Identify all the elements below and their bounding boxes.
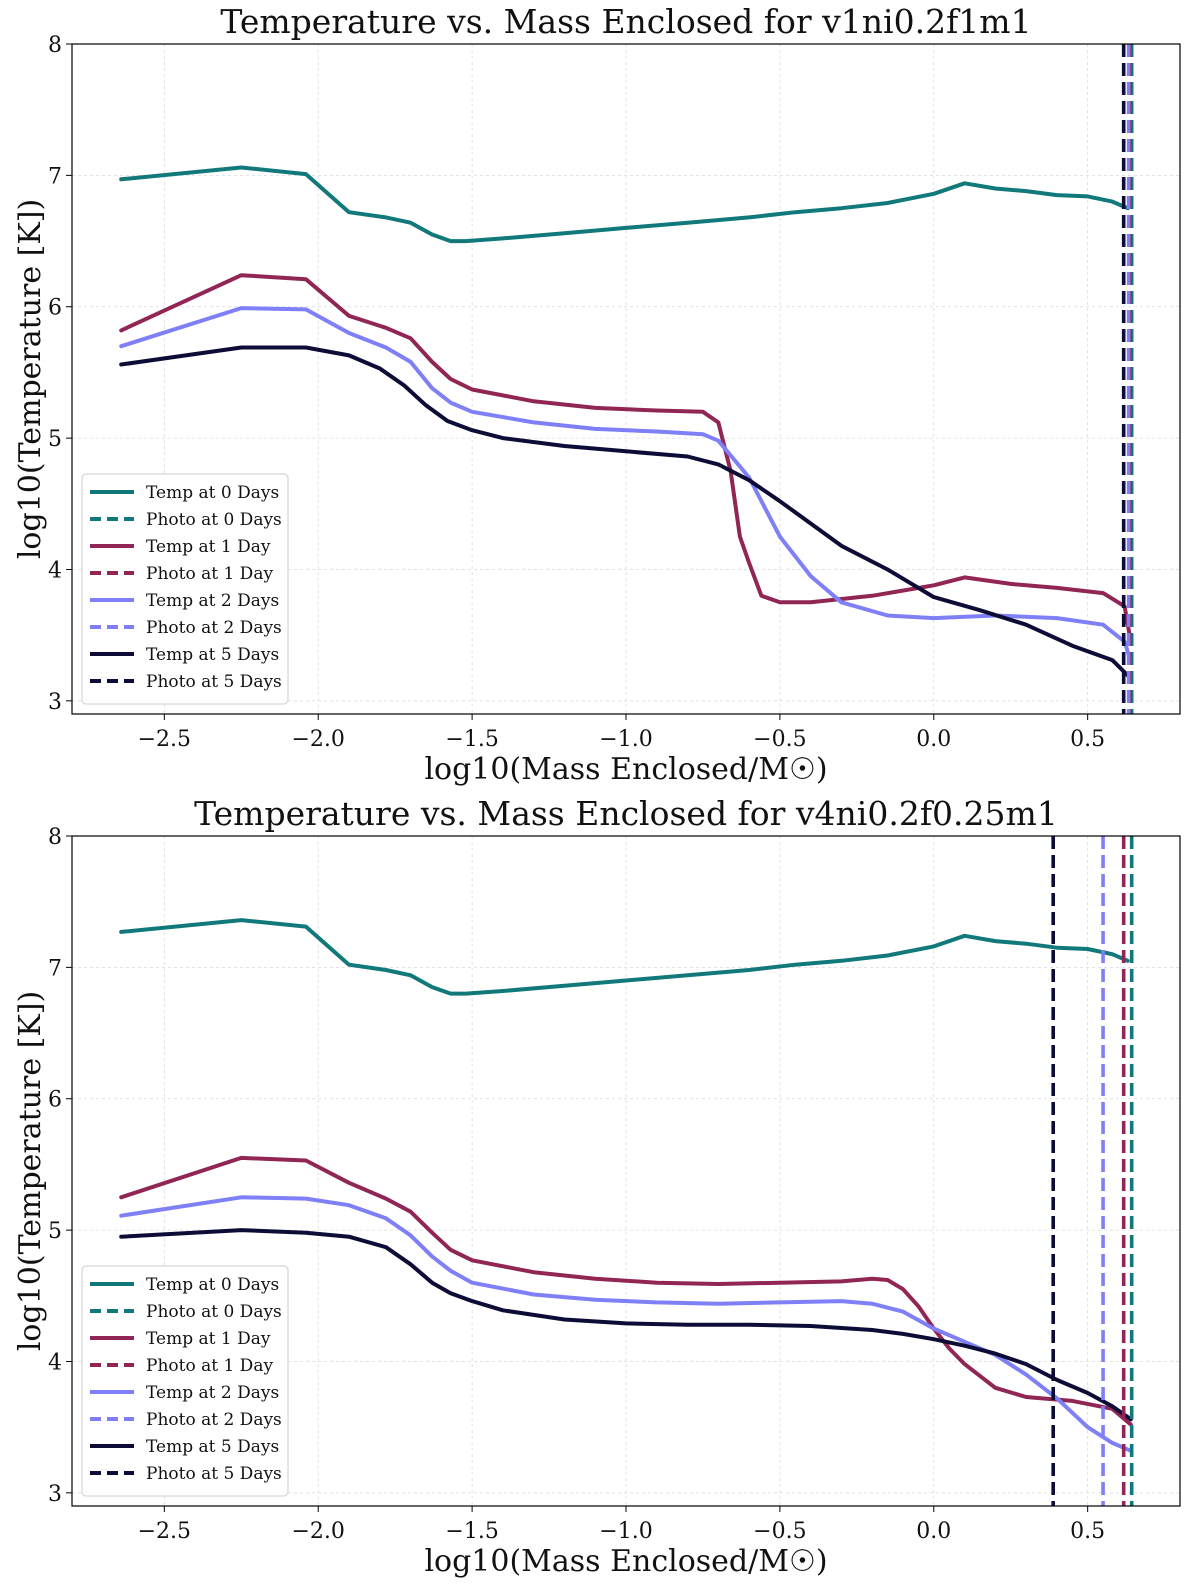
x-tick-label: 0.5 [1070,1519,1105,1544]
y-tick-label: 5 [48,427,62,452]
x-tick-label: −2.5 [138,1519,191,1544]
x-tick-label: −1.5 [445,727,498,752]
x-tick-label: −0.5 [753,1519,806,1544]
legend-box [81,473,289,705]
legend-label: Photo at 5 Days [146,672,282,692]
x-tick-label: −1.0 [599,727,652,752]
x-tick-label: −2.0 [292,1519,345,1544]
series-line-temp-at-0-days [119,165,1130,244]
x-tick-label: 0.0 [916,1519,951,1544]
legend-label: Photo at 5 Days [146,1464,282,1484]
series-line-temp-at-5-days [119,345,1133,681]
plot-area [119,836,1134,1506]
legend-label: Temp at 0 Days [146,1275,279,1295]
legend-label: Photo at 2 Days [146,618,282,638]
legend-label: Temp at 1 Day [146,537,271,557]
y-tick-label: 7 [48,956,62,981]
x-tick-label: −1.5 [445,1519,498,1544]
y-tick-label: 5 [48,1219,62,1244]
x-tick-label: 0.0 [916,727,951,752]
y-axis-label: log10(Temperature [K]) [13,991,48,1351]
legend-label: Temp at 5 Days [146,645,279,665]
y-tick-label: 7 [48,164,62,189]
legend-label: Photo at 0 Days [146,510,282,530]
legend-label: Photo at 1 Day [146,1356,273,1376]
series-line-temp-at-1-day [119,1155,1133,1427]
legend: Temp at 0 Days Photo at 0 Days Temp at 1 D… [81,1265,289,1497]
x-tick-label: −1.0 [599,1519,652,1544]
legend-label: Temp at 2 Days [146,591,279,611]
y-tick-label: 8 [48,33,62,58]
y-tick-label: 6 [48,296,62,321]
x-axis-label: log10(Mass Enclosed/M☉) [424,752,827,787]
chart-title: Temperature vs. Mass Enclosed for v1ni0.… [220,2,1031,41]
legend-label: Photo at 0 Days [146,1302,282,1322]
y-tick-label: 4 [48,1350,62,1375]
y-axis-label: log10(Temperature [K]) [13,199,48,559]
y-tick-label: 8 [48,825,62,850]
legend-label: Photo at 1 Day [146,564,273,584]
legend-label: Temp at 2 Days [146,1383,279,1403]
series-line-temp-at-2-days [119,1195,1133,1453]
series-line-temp-at-5-days [119,1228,1133,1422]
x-tick-label: −2.5 [138,727,191,752]
chart-title: Temperature vs. Mass Enclosed for v4ni0.… [194,794,1058,833]
chart-panel-bottom: Temperature vs. Mass Enclosed for v4ni0.… [13,794,1181,1579]
y-tick-label: 4 [48,558,62,583]
plot-area [119,44,1134,714]
legend-label: Temp at 1 Day [146,1329,271,1349]
y-tick-label: 3 [48,690,62,715]
legend-box [81,1265,289,1497]
x-tick-label: −0.5 [753,727,806,752]
legend-label: Temp at 5 Days [146,1437,279,1457]
x-tick-label: 0.5 [1070,727,1105,752]
series-line-temp-at-0-days [119,918,1130,996]
legend: Temp at 0 Days Photo at 0 Days Temp at 1 D… [81,473,289,705]
y-tick-label: 3 [48,1482,62,1507]
legend-label: Temp at 0 Days [146,483,279,503]
x-axis-label: log10(Mass Enclosed/M☉) [424,1544,827,1579]
x-tick-label: −2.0 [292,727,345,752]
legend-label: Photo at 2 Days [146,1410,282,1430]
chart-panel-top: Temperature vs. Mass Enclosed for v1ni0.… [13,2,1181,787]
y-tick-label: 6 [48,1088,62,1113]
